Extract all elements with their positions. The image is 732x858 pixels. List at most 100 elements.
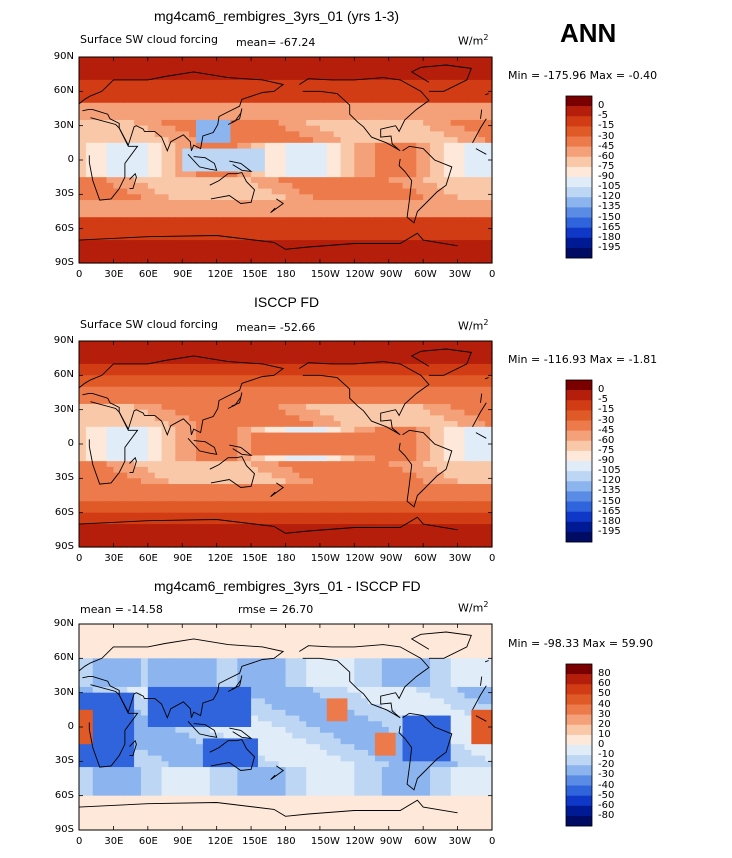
heat-cell	[264, 624, 273, 631]
heat-cell	[388, 251, 397, 258]
heat-cell	[388, 444, 397, 451]
heat-cell	[154, 432, 163, 439]
heat-cell	[388, 664, 397, 671]
heat-cell	[285, 495, 293, 502]
heat-cell	[443, 444, 452, 451]
heat-cell	[244, 652, 252, 659]
heat-cell	[306, 455, 314, 462]
heat-cell	[436, 518, 445, 525]
heat-cell	[209, 352, 218, 359]
heat-cell	[230, 119, 238, 127]
heat-cell	[223, 142, 232, 150]
heat-cell	[175, 346, 183, 354]
heat-cell	[423, 386, 431, 394]
heat-cell	[271, 97, 280, 104]
heat-cell	[237, 346, 245, 354]
heat-cell	[264, 125, 273, 132]
heat-cell	[216, 541, 225, 548]
heat-cell	[292, 160, 300, 167]
heat-cell	[340, 363, 349, 371]
heat-cell	[464, 177, 472, 184]
heat-cell	[154, 205, 163, 213]
heat-cell	[175, 512, 183, 519]
heat-cell	[450, 658, 459, 665]
heat-cell	[120, 624, 128, 631]
heat-cell	[361, 455, 369, 462]
heat-cell	[216, 68, 225, 75]
heat-cell	[409, 432, 417, 439]
heat-cell	[99, 222, 108, 230]
heat-cell	[120, 524, 128, 531]
heat-cell	[230, 182, 238, 190]
heat-cell	[395, 624, 404, 631]
heat-cell	[147, 652, 156, 659]
heat-cell	[340, 346, 349, 354]
heat-cell	[299, 438, 307, 445]
heat-cell	[134, 194, 142, 201]
heat-cell	[409, 188, 417, 195]
heat-cell	[113, 240, 121, 247]
heat-cell	[189, 91, 197, 98]
heat-cell	[436, 85, 445, 92]
heat-cell	[271, 381, 280, 388]
heat-cell	[464, 182, 472, 190]
heat-cell	[230, 217, 238, 224]
heat-cell	[251, 426, 259, 434]
heat-cell	[182, 664, 190, 671]
heat-cell	[409, 125, 417, 132]
heat-cell	[271, 62, 280, 70]
heat-cell	[251, 535, 259, 542]
heat-cell	[202, 652, 211, 659]
heat-cell	[223, 205, 232, 213]
heat-cell	[216, 217, 225, 224]
heat-cell	[347, 148, 355, 155]
heat-cell	[196, 449, 204, 457]
heat-cell	[257, 426, 266, 434]
heat-cell	[368, 541, 376, 548]
heat-cell	[340, 234, 349, 241]
heat-cell	[271, 506, 280, 514]
colorbar-swatch	[566, 420, 592, 431]
heat-cell	[113, 217, 121, 224]
heat-cell	[271, 177, 280, 184]
heat-cell	[361, 432, 369, 439]
heat-cell	[416, 386, 424, 394]
heat-cell	[257, 125, 266, 132]
heat-cell	[257, 455, 266, 462]
heat-cell	[168, 165, 176, 173]
heat-cell	[354, 228, 362, 235]
heat-cell	[436, 114, 445, 121]
heat-cell	[299, 392, 307, 399]
heat-cell	[106, 652, 115, 659]
panel3-title: mg4cam6_rembigres_3yrs_01 - ISCCP FD	[154, 578, 421, 594]
heat-cell	[292, 535, 300, 542]
heat-cell	[244, 629, 252, 637]
heat-cell	[306, 177, 314, 184]
heat-cell	[423, 472, 431, 479]
heat-cell	[216, 234, 225, 241]
heat-cell	[423, 188, 431, 195]
panel2-colorbar	[565, 379, 593, 543]
heat-cell	[251, 415, 259, 422]
heat-cell	[223, 472, 232, 479]
heat-cell	[436, 363, 445, 371]
heat-cell	[189, 217, 197, 224]
heat-cell	[154, 478, 163, 485]
heat-cell	[99, 200, 108, 207]
heat-cell	[457, 624, 466, 631]
heat-cell	[92, 529, 101, 537]
heat-cell	[388, 363, 397, 371]
heat-cell	[223, 154, 232, 161]
heat-cell	[374, 629, 383, 637]
colorbar-swatch	[566, 491, 592, 502]
heat-cell	[140, 646, 149, 654]
heat-cell	[457, 506, 466, 514]
heat-cell	[354, 455, 362, 462]
heat-cell	[402, 421, 410, 428]
heat-cell	[216, 415, 225, 422]
heat-cell	[216, 641, 225, 648]
heat-cell	[340, 484, 349, 491]
heat-cell	[464, 148, 472, 155]
heat-cell	[168, 194, 176, 201]
heat-cell	[79, 669, 87, 677]
